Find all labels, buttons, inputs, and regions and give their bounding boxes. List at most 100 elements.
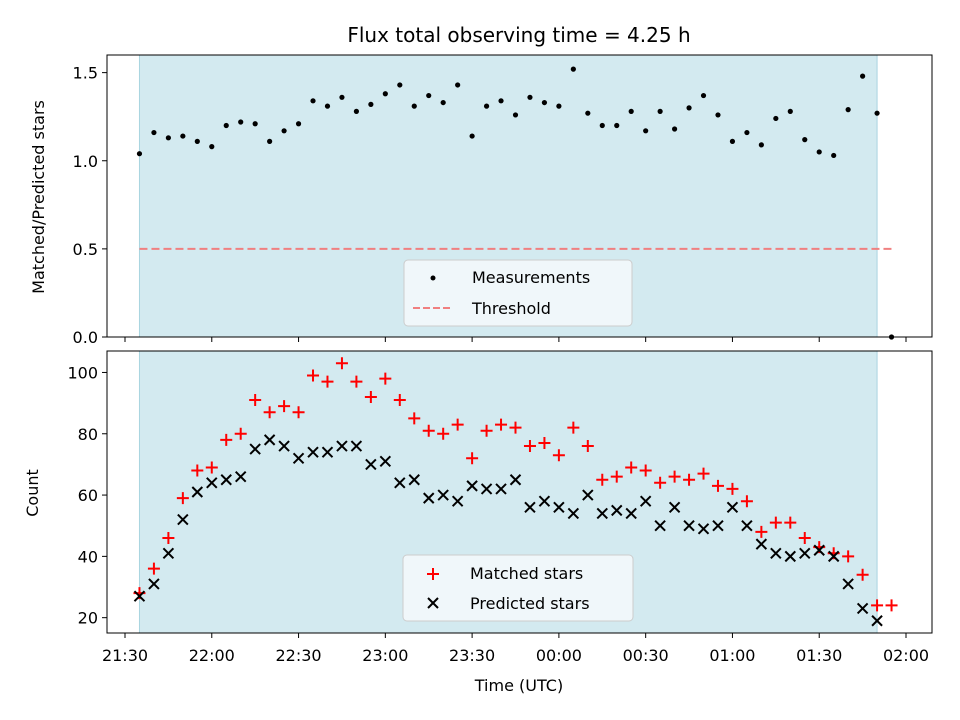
predicted-star-marker <box>292 452 305 464</box>
x-axis-label: Time (UTC) <box>474 676 563 695</box>
x-tick-label: 22:00 <box>189 646 235 665</box>
matched-star-marker <box>625 461 638 474</box>
matched-star-marker <box>191 464 204 477</box>
measurement-point <box>758 142 764 148</box>
measurement-point <box>744 129 750 136</box>
measurement-point <box>671 126 678 132</box>
measurement-point <box>585 110 591 116</box>
top-y-tick-label: 0.5 <box>73 240 98 259</box>
predicted-star-marker <box>206 477 218 489</box>
top-panel: 0.0 0.5 1.0 1.5 Matched/Predicted stars Mea… <box>29 54 933 347</box>
matched-star-marker <box>234 427 247 440</box>
matched-star-marker <box>408 412 421 425</box>
matched-star-marker <box>581 440 594 453</box>
matched-star-marker <box>610 470 623 483</box>
top-legend: Measurements Threshold <box>403 259 633 327</box>
top-legend-box <box>403 259 633 327</box>
measurement-point <box>541 99 548 106</box>
measurement-point <box>556 103 562 109</box>
measurement-point <box>787 108 793 114</box>
matched-star-marker <box>654 476 667 489</box>
x-tick-label: 23:00 <box>362 646 408 665</box>
measurement-point <box>209 144 215 150</box>
matched-star-marker <box>176 492 189 505</box>
predicted-star-marker <box>437 489 449 501</box>
matched-star-marker <box>697 467 710 480</box>
measurement-point <box>194 138 200 144</box>
predicted-star-marker <box>813 544 825 556</box>
x-tick-label: 00:30 <box>623 646 669 665</box>
predicted-star-marker <box>611 504 623 517</box>
measurement-point <box>845 107 851 113</box>
bottom-y-ticks: 20 40 60 80 100 <box>67 363 107 628</box>
measurement-point <box>628 108 634 114</box>
bottom-y-tick-label: 100 <box>67 363 98 382</box>
measurement-point <box>281 128 287 134</box>
measurement-point <box>599 122 605 129</box>
predicted-star-marker <box>379 455 392 468</box>
measurement-point <box>860 73 866 79</box>
x-tick-label: 02:00 <box>883 646 929 665</box>
predicted-star-marker <box>596 507 608 520</box>
x-tick-label: 23:30 <box>449 646 495 665</box>
matched-star-marker <box>509 421 522 434</box>
predicted-star-marker <box>625 507 637 520</box>
bottom-y-axis-label: Count <box>23 469 42 517</box>
matched-star-marker <box>856 568 869 581</box>
bottom-y-tick-label: 60 <box>78 486 98 505</box>
predicted-star-marker <box>220 474 232 486</box>
matched-star-marker <box>466 452 479 465</box>
matched-star-marker <box>292 406 305 419</box>
predicted-star-marker <box>567 507 580 520</box>
matched-star-marker <box>379 372 392 385</box>
measurement-point <box>512 112 519 118</box>
predicted-star-marker <box>871 615 883 627</box>
x-tick-label: 00:00 <box>536 646 582 665</box>
predicted-star-marker <box>365 458 377 471</box>
matched-star-marker <box>711 479 724 492</box>
matched-star-marker <box>147 562 160 575</box>
matched-star-marker <box>798 531 811 544</box>
measurement-point <box>831 152 837 159</box>
measurement-point <box>223 122 229 129</box>
predicted-star-marker <box>350 440 363 452</box>
predicted-star-marker <box>639 495 652 507</box>
measurement-point <box>165 135 171 141</box>
matched-star-marker <box>842 550 855 563</box>
measurement-point <box>614 122 620 129</box>
predicted-star-marker <box>263 434 276 446</box>
matched-star-marker <box>885 599 898 612</box>
predicted-star-marker <box>191 486 204 498</box>
predicted-star-marker <box>784 550 797 563</box>
x-tick-label: 21:30 <box>102 646 148 665</box>
matched-star-marker <box>162 531 175 544</box>
measurement-point <box>382 91 388 97</box>
predicted-star-marker <box>408 474 420 486</box>
legend-matched-marker <box>427 568 439 580</box>
measurement-point <box>267 138 273 144</box>
x-tick-label: 01:30 <box>796 646 842 665</box>
matched-star-marker <box>596 473 609 486</box>
predicted-star-marker <box>466 480 478 492</box>
predicted-star-marker <box>683 520 695 532</box>
bottom-axes-frame <box>106 350 933 634</box>
measurement-point <box>397 82 403 88</box>
top-y-tick-label: 0.0 <box>73 328 98 347</box>
measurement-point <box>252 121 258 127</box>
predicted-star-markers <box>133 434 883 627</box>
predicted-star-marker <box>278 440 290 452</box>
predicted-star-marker <box>712 520 724 532</box>
predicted-star-marker <box>799 547 811 560</box>
matched-star-marker <box>422 424 435 437</box>
predicted-star-marker <box>423 492 435 504</box>
matched-star-marker <box>364 390 377 403</box>
matched-star-marker <box>552 449 565 462</box>
matched-star-marker <box>205 461 218 474</box>
measurement-point <box>802 137 808 143</box>
measurement-point <box>874 110 880 116</box>
predicted-star-marker <box>726 501 739 514</box>
bottom-panel: 20 40 60 80 100 21:30 22:00 22:30 23:00 23:30 00:… <box>23 350 933 695</box>
predicted-star-marker <box>538 495 551 507</box>
top-y-tick-label: 1.5 <box>73 64 98 83</box>
measurement-point <box>455 82 461 88</box>
